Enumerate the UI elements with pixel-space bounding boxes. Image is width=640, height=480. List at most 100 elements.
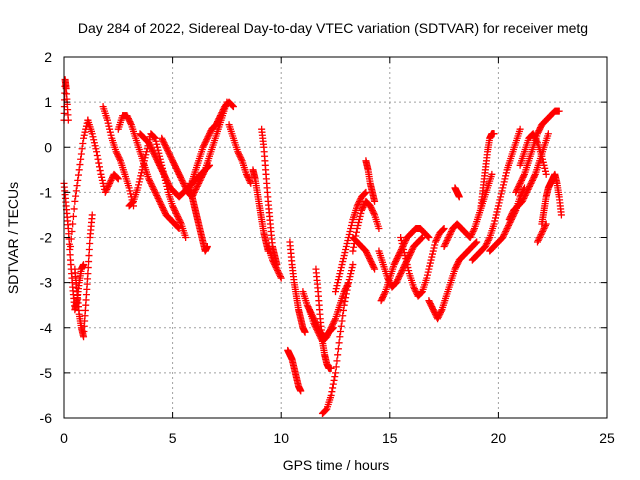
- data-point: [362, 247, 370, 255]
- data-point: [398, 267, 406, 275]
- data-point: [161, 173, 169, 181]
- data-point: [234, 148, 242, 156]
- data-point: [530, 131, 538, 139]
- y-tick-label: -4: [40, 320, 53, 336]
- data-point: [502, 169, 510, 177]
- data-point: [444, 235, 452, 243]
- data-point: [379, 292, 387, 300]
- data-series: [264, 243, 285, 282]
- data-point: [176, 172, 184, 180]
- data-point: [392, 258, 400, 266]
- data-point: [541, 164, 549, 172]
- data-point: [90, 139, 98, 147]
- data-point: [332, 288, 339, 296]
- data-point: [151, 133, 158, 141]
- data-point: [530, 173, 538, 181]
- data-point: [161, 140, 169, 148]
- data-point: [327, 324, 335, 332]
- data-point: [356, 196, 364, 204]
- data-point: [147, 179, 155, 187]
- data-point: [347, 224, 355, 232]
- data-point: [327, 391, 335, 399]
- data-point: [84, 264, 92, 272]
- data-point: [331, 373, 339, 381]
- data-point: [494, 205, 502, 213]
- data-point: [371, 265, 379, 273]
- data-point: [557, 211, 565, 219]
- data-point: [349, 247, 357, 255]
- data-point: [395, 250, 403, 258]
- data-point: [455, 193, 463, 201]
- data-point: [348, 218, 356, 226]
- data-point: [161, 172, 169, 180]
- data-point: [151, 188, 159, 196]
- data-point: [491, 217, 499, 225]
- data-series: [84, 116, 122, 196]
- data-point: [329, 319, 337, 327]
- data-point: [349, 261, 357, 269]
- data-point: [524, 185, 532, 193]
- data-point: [325, 328, 333, 336]
- data-series: [349, 234, 379, 273]
- data-point: [485, 235, 493, 243]
- data-point: [205, 131, 213, 139]
- data-point: [468, 230, 476, 238]
- x-tick-label: 20: [491, 430, 507, 446]
- data-point: [368, 206, 376, 214]
- data-point: [407, 249, 415, 257]
- data-point: [155, 196, 163, 204]
- data-point: [418, 234, 426, 241]
- data-point: [555, 107, 563, 115]
- data-point: [342, 294, 350, 302]
- data-point: [84, 270, 92, 278]
- data-point: [97, 170, 105, 178]
- data-point: [146, 178, 154, 186]
- data-point: [116, 155, 124, 163]
- data-point: [160, 170, 168, 178]
- x-tick-labels: 0 5 10 15 20 25: [60, 430, 615, 446]
- data-point: [151, 152, 159, 160]
- data-point: [229, 102, 237, 110]
- data-point: [339, 312, 347, 320]
- data-point: [171, 163, 179, 171]
- data-point: [540, 161, 548, 169]
- data-point: [321, 406, 329, 414]
- data-point: [162, 175, 170, 183]
- data-point: [219, 106, 227, 114]
- data-series: [318, 261, 357, 417]
- data-point: [473, 238, 481, 246]
- data-point: [519, 196, 527, 204]
- data-point: [531, 134, 539, 142]
- data-point: [497, 190, 505, 198]
- data-point: [75, 166, 83, 174]
- data-point: [440, 224, 448, 232]
- data-point: [274, 268, 282, 276]
- data-point: [164, 178, 172, 186]
- data-point: [397, 268, 405, 276]
- data-point: [355, 199, 363, 207]
- data-point: [391, 259, 399, 267]
- data-point: [103, 184, 111, 192]
- data-series: [512, 107, 563, 196]
- data-point: [245, 175, 253, 183]
- data-point: [531, 172, 539, 180]
- data-point: [129, 198, 137, 206]
- data-point: [445, 232, 453, 240]
- data-point: [423, 232, 431, 240]
- data-series: [440, 170, 496, 251]
- data-point: [337, 264, 345, 272]
- data-point: [145, 176, 153, 184]
- data-point: [85, 258, 93, 266]
- data-point: [301, 328, 309, 336]
- data-point: [452, 262, 460, 270]
- data-point: [528, 176, 536, 184]
- data-point: [179, 178, 187, 186]
- data-point: [503, 224, 511, 232]
- data-point: [402, 258, 410, 266]
- data-point: [179, 179, 187, 187]
- data-point: [346, 227, 354, 235]
- data-point: [400, 246, 408, 254]
- data-point: [85, 252, 93, 260]
- data-point: [363, 249, 371, 257]
- data-point: [502, 172, 510, 180]
